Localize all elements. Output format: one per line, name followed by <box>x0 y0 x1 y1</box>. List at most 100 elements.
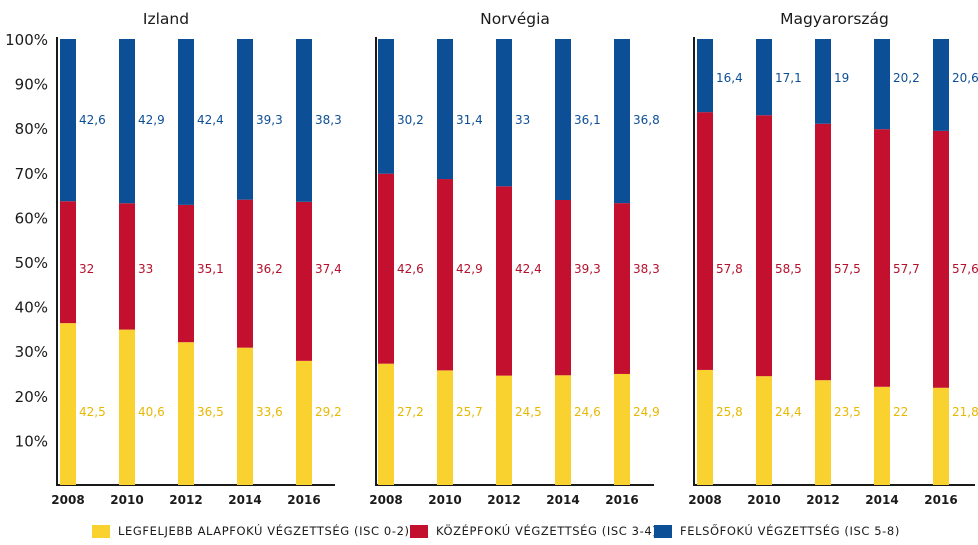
data-label-mid: 32 <box>79 262 94 276</box>
bar-segment-low <box>756 376 772 485</box>
x-tick-label: 2016 <box>924 493 957 507</box>
data-label-low: 25,7 <box>456 405 483 419</box>
y-tick-label: 90% <box>15 76 48 94</box>
bar-segment-low <box>496 375 512 485</box>
panel-title: Norvégia <box>480 10 550 28</box>
bar-segment-high <box>815 39 831 124</box>
bar-segment-mid <box>60 201 76 324</box>
data-label-low: 36,5 <box>197 405 224 419</box>
x-tick-label: 2010 <box>747 493 780 507</box>
bar-segment-mid <box>933 130 949 388</box>
bar-segment-mid <box>697 112 713 370</box>
data-label-high: 19 <box>834 71 849 85</box>
y-tick-label: 20% <box>15 388 48 406</box>
data-label-mid: 57,6 <box>952 262 978 276</box>
data-label-high: 30,2 <box>397 113 424 127</box>
bar-segment-mid <box>296 201 312 361</box>
data-label-high: 39,3 <box>256 113 283 127</box>
y-tick-label: 60% <box>15 209 48 227</box>
x-tick-label: 2012 <box>806 493 839 507</box>
data-label-mid: 38,3 <box>633 262 660 276</box>
data-label-low: 24,5 <box>515 405 542 419</box>
bar-segment-low <box>815 380 831 485</box>
y-tick-label: 10% <box>15 432 48 450</box>
data-label-high: 16,4 <box>716 71 743 85</box>
bar-segment-mid <box>555 200 571 376</box>
data-label-high: 33 <box>515 113 530 127</box>
bar-segment-low <box>178 342 194 485</box>
bar-segment-high <box>933 39 949 131</box>
legend-item-low: LEGFELJEBB ALAPFOKÚ VÉGZETTSÉG (ISC 0-2) <box>92 522 410 540</box>
data-label-low: 33,6 <box>256 405 283 419</box>
legend-swatch-mid <box>410 524 428 538</box>
bar-segment-mid <box>874 129 890 387</box>
data-label-low: 25,8 <box>716 405 743 419</box>
bar-segment-high <box>614 39 630 204</box>
x-tick-label: 2008 <box>369 493 402 507</box>
legend-item-high: FELSŐFOKÚ VÉGZETTSÉG (ISC 5-8) <box>654 522 900 540</box>
x-tick-label: 2014 <box>228 493 261 507</box>
panel-title: Magyarország <box>780 10 889 28</box>
data-label-high: 20,2 <box>893 71 920 85</box>
data-label-mid: 42,4 <box>515 262 542 276</box>
data-label-high: 42,9 <box>138 113 165 127</box>
data-label-mid: 35,1 <box>197 262 224 276</box>
bar-segment-mid <box>496 186 512 376</box>
bar-segment-low <box>555 375 571 485</box>
data-label-low: 40,6 <box>138 405 165 419</box>
bar-segment-low <box>119 329 135 485</box>
bar-segment-high <box>496 39 512 187</box>
data-label-low: 24,4 <box>775 405 802 419</box>
bar-segment-high <box>555 39 571 201</box>
data-label-mid: 39,3 <box>574 262 601 276</box>
bar-segment-mid <box>119 203 135 330</box>
bar-segment-mid <box>378 173 394 364</box>
x-tick-label: 2008 <box>688 493 721 507</box>
data-label-mid: 37,4 <box>315 262 342 276</box>
y-tick-label: 40% <box>15 299 48 317</box>
bar-segment-mid <box>237 199 253 348</box>
bar-segment-high <box>296 39 312 202</box>
bar-segment-high <box>237 39 253 200</box>
y-tick-label: 100% <box>5 31 48 49</box>
data-label-low: 24,9 <box>633 405 660 419</box>
data-label-low: 29,2 <box>315 405 342 419</box>
x-tick-label: 2012 <box>487 493 520 507</box>
bar-segment-low <box>237 347 253 485</box>
bar-segment-high <box>378 39 394 174</box>
x-tick-label: 2014 <box>546 493 579 507</box>
data-label-low: 42,5 <box>79 405 106 419</box>
data-label-low: 21,8 <box>952 405 978 419</box>
x-tick-label: 2016 <box>287 493 320 507</box>
bar-segment-mid <box>614 203 630 374</box>
data-label-mid: 57,7 <box>893 262 920 276</box>
x-tick-label: 2010 <box>428 493 461 507</box>
y-tick-label: 70% <box>15 165 48 183</box>
bar-segment-low <box>378 363 394 485</box>
data-label-low: 27,2 <box>397 405 424 419</box>
bar-segment-high <box>437 39 453 180</box>
data-label-mid: 57,5 <box>834 262 861 276</box>
bar-segment-high <box>60 39 76 202</box>
data-label-mid: 58,5 <box>775 262 802 276</box>
bar-segment-mid <box>178 204 194 343</box>
panel-title: Izland <box>143 10 189 28</box>
bar-segment-low <box>697 369 713 485</box>
bar-segment-high <box>874 39 890 130</box>
bar-segment-low <box>437 370 453 485</box>
data-label-mid: 42,6 <box>397 262 424 276</box>
data-label-high: 38,3 <box>315 113 342 127</box>
bar-segment-mid <box>756 115 772 377</box>
bar-segment-mid <box>815 123 831 381</box>
bar-segment-high <box>697 39 713 113</box>
bar-segment-low <box>874 386 890 485</box>
data-label-mid: 36,2 <box>256 262 283 276</box>
bar-segment-low <box>933 387 949 485</box>
legend-item-mid: KÖZÉPFOKÚ VÉGZETTSÉG (ISC 3-4) <box>410 522 657 540</box>
data-label-high: 42,6 <box>79 113 106 127</box>
x-tick-label: 2012 <box>169 493 202 507</box>
data-label-low: 23,5 <box>834 405 861 419</box>
bar-segment-low <box>614 373 630 485</box>
bar-segment-low <box>296 360 312 485</box>
